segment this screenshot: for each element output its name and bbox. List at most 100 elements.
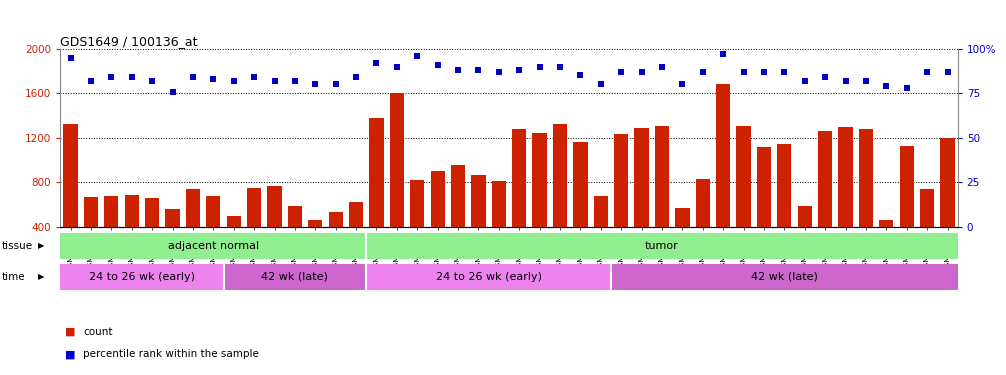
Point [572, 72, 589, 78]
Text: count: count [83, 327, 113, 337]
Point [817, 74, 833, 80]
Bar [206, 196, 220, 227]
Point [837, 78, 853, 84]
Point [695, 69, 711, 75]
Bar [226, 216, 240, 227]
Bar [288, 206, 302, 227]
Bar [492, 181, 506, 227]
Bar [186, 189, 200, 227]
Point [104, 74, 120, 80]
Bar [369, 118, 383, 227]
Text: 24 to 26 wk (early): 24 to 26 wk (early) [436, 272, 541, 282]
Bar [451, 165, 465, 227]
Point [940, 69, 956, 75]
Bar [410, 180, 425, 227]
Bar [614, 135, 629, 227]
Bar [268, 186, 282, 227]
Point [471, 67, 487, 73]
Point [450, 67, 466, 73]
Point [919, 69, 936, 75]
Bar [366, 264, 611, 290]
Text: 42 wk (late): 42 wk (late) [750, 272, 818, 282]
Text: ▶: ▶ [38, 242, 44, 250]
Bar [471, 174, 486, 227]
Bar [736, 126, 750, 227]
Point [430, 62, 446, 68]
Point [674, 81, 690, 87]
Bar [778, 144, 792, 227]
Bar [611, 264, 958, 290]
Point [777, 69, 793, 75]
Bar [329, 212, 343, 227]
Point [715, 51, 731, 57]
Bar [512, 129, 526, 227]
Point [307, 81, 323, 87]
Text: percentile rank within the sample: percentile rank within the sample [83, 350, 260, 359]
Text: ■: ■ [65, 350, 75, 359]
Text: 24 to 26 wk (early): 24 to 26 wk (early) [89, 272, 195, 282]
Bar [308, 220, 323, 227]
Text: tissue: tissue [2, 241, 33, 251]
Bar [573, 142, 588, 227]
Bar [879, 220, 893, 227]
Point [878, 83, 894, 89]
Bar [246, 188, 262, 227]
Point [409, 53, 426, 59]
Bar [553, 124, 567, 227]
Point [267, 78, 283, 84]
Point [246, 74, 263, 80]
Bar [389, 93, 404, 227]
Bar [899, 146, 913, 227]
Bar [105, 196, 119, 227]
Bar [83, 197, 99, 227]
Point [898, 85, 914, 91]
Point [593, 81, 609, 87]
Point [511, 67, 527, 73]
Point [124, 74, 140, 80]
Point [185, 74, 201, 80]
Text: GDS1649 / 100136_at: GDS1649 / 100136_at [60, 34, 198, 48]
Bar [695, 179, 710, 227]
Point [205, 76, 221, 82]
Bar [145, 198, 159, 227]
Bar [675, 208, 689, 227]
Bar [349, 202, 363, 227]
Point [164, 88, 180, 94]
Text: ■: ■ [65, 327, 75, 337]
Bar [532, 134, 547, 227]
Text: 42 wk (late): 42 wk (late) [262, 272, 328, 282]
Bar [60, 264, 223, 290]
Bar [594, 196, 608, 227]
Text: adjacent normal: adjacent normal [168, 241, 259, 251]
Point [613, 69, 629, 75]
Point [328, 81, 344, 87]
Point [735, 69, 751, 75]
Point [62, 55, 78, 61]
Bar [125, 195, 139, 227]
Point [858, 78, 874, 84]
Bar [919, 189, 935, 227]
Point [552, 64, 568, 70]
Bar [798, 206, 812, 227]
Bar [63, 124, 77, 227]
Point [144, 78, 160, 84]
Point [225, 78, 241, 84]
Point [388, 64, 404, 70]
Bar [431, 171, 445, 227]
Bar [859, 129, 873, 227]
Bar [165, 209, 180, 227]
Bar [223, 264, 366, 290]
Text: time: time [2, 272, 25, 282]
Bar [757, 147, 772, 227]
Point [654, 64, 670, 70]
Bar [635, 128, 649, 227]
Bar [838, 127, 853, 227]
Text: ▶: ▶ [38, 272, 44, 281]
Bar [941, 138, 955, 227]
Point [531, 64, 547, 70]
Point [491, 69, 507, 75]
Point [797, 78, 813, 84]
Bar [655, 126, 669, 227]
Bar [818, 131, 832, 227]
Text: tumor: tumor [645, 241, 679, 251]
